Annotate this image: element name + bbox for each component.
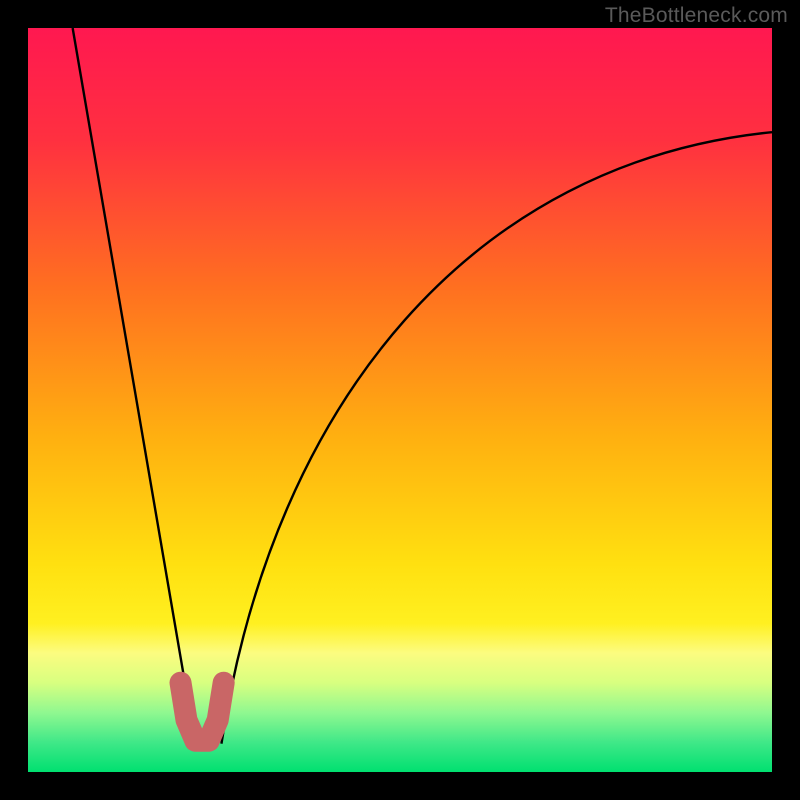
gradient-background [28, 28, 772, 772]
plot-svg [28, 28, 772, 772]
watermark-text: TheBottleneck.com [605, 4, 788, 28]
plot-area [28, 28, 772, 772]
outer-frame: TheBottleneck.com [0, 0, 800, 800]
